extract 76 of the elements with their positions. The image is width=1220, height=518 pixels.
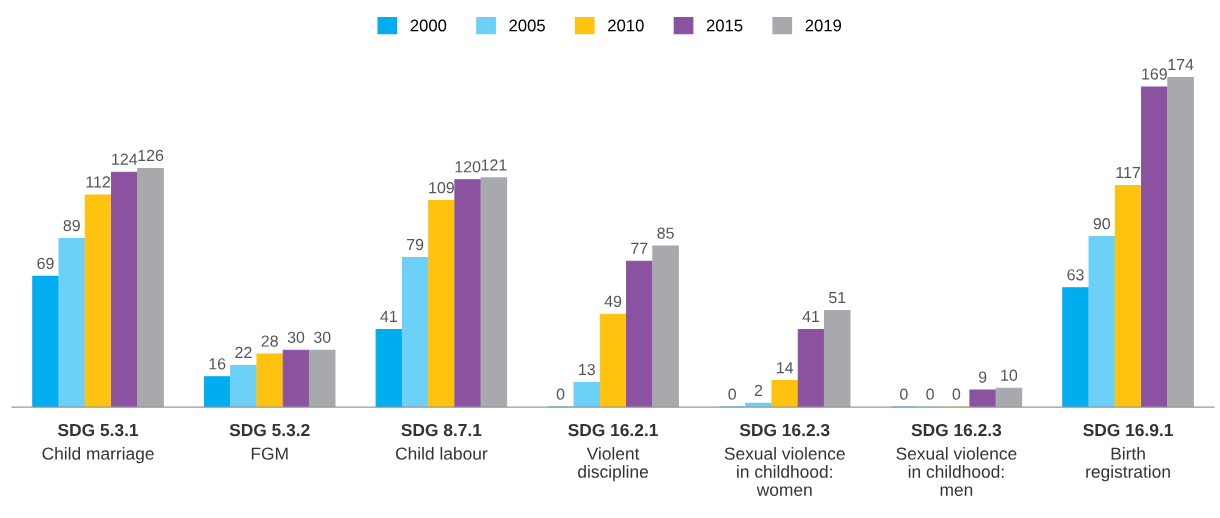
bar xyxy=(256,353,283,408)
data-label: 109 xyxy=(429,182,454,194)
bar xyxy=(1114,184,1142,408)
bar xyxy=(111,171,138,408)
bar xyxy=(58,237,86,408)
data-label: 41 xyxy=(802,311,820,322)
data-label: 69 xyxy=(37,257,54,270)
data-label: 22 xyxy=(235,346,252,358)
bar xyxy=(1062,287,1089,408)
legend-label: 2015 xyxy=(706,19,743,32)
bar xyxy=(1167,76,1194,408)
bar xyxy=(454,179,481,408)
legend-label: 2019 xyxy=(805,19,842,32)
data-label: 174 xyxy=(1168,59,1194,71)
data-label: 0 xyxy=(926,388,934,400)
data-label: 112 xyxy=(86,176,110,188)
bar xyxy=(137,167,164,408)
data-label: 63 xyxy=(1067,269,1084,281)
bar xyxy=(626,260,653,408)
data-label: 0 xyxy=(900,388,908,400)
bar xyxy=(1141,86,1168,408)
bar xyxy=(823,309,851,408)
data-label: 121 xyxy=(481,159,507,171)
data-label: 124 xyxy=(112,153,138,165)
data-label: 14 xyxy=(777,362,794,374)
data-label: 89 xyxy=(63,219,80,232)
data-label: 16 xyxy=(209,358,226,370)
data-label: 49 xyxy=(604,295,622,307)
data-label: 30 xyxy=(287,331,305,343)
data-label: 9 xyxy=(978,371,987,383)
data-label: 85 xyxy=(657,227,674,239)
bar xyxy=(308,349,336,408)
legend-label: 2000 xyxy=(410,19,447,32)
data-label: 0 xyxy=(728,388,737,400)
data-label: 0 xyxy=(556,388,565,400)
bar xyxy=(428,200,455,408)
data-label: 120 xyxy=(455,161,481,173)
bar xyxy=(32,275,59,408)
bar xyxy=(375,328,403,408)
data-label: 13 xyxy=(579,363,595,376)
data-label: 2 xyxy=(754,384,763,396)
bar xyxy=(969,389,996,408)
x-tick-label: SDG 8.7.1 Child labour xyxy=(395,423,488,460)
bar xyxy=(282,349,310,408)
bar xyxy=(797,328,825,408)
data-label: 79 xyxy=(407,238,424,251)
bar xyxy=(203,376,231,408)
data-label: 28 xyxy=(261,335,278,347)
bar xyxy=(771,380,798,408)
x-tick-label: SDG 5.3.2 FGM xyxy=(229,423,310,460)
data-label: 0 xyxy=(952,388,961,400)
x-tick-label: SDG 16.2.3 Sexual violence in childhood: women xyxy=(724,423,845,496)
x-tick-label: SDG 5.3.1 Child marriage xyxy=(42,423,154,464)
x-tick-label: SDG 16.9.1 Birth registration xyxy=(1083,423,1173,482)
bar xyxy=(1088,236,1116,408)
data-label: 126 xyxy=(138,149,164,162)
bar xyxy=(573,381,601,408)
data-label: 117 xyxy=(1116,167,1140,179)
bar xyxy=(599,313,627,408)
data-label: 41 xyxy=(380,311,397,322)
data-label: 169 xyxy=(1142,68,1167,80)
data-label: 90 xyxy=(1093,218,1111,230)
data-label: 10 xyxy=(1001,369,1018,381)
legend-label: 2010 xyxy=(608,19,644,32)
bar xyxy=(230,364,257,408)
legend-label: 2005 xyxy=(509,19,545,32)
data-label: 77 xyxy=(631,242,648,254)
bar xyxy=(652,245,679,408)
x-tick-label: SDG 16.2.3 Sexual violence in childhood: men xyxy=(896,423,1017,496)
data-label: 51 xyxy=(829,292,846,304)
x-tick-label: SDG 16.2.1 Violent discipline xyxy=(568,423,658,482)
bar xyxy=(995,387,1023,408)
bar xyxy=(401,256,429,408)
bar xyxy=(84,194,112,408)
data-label: 30 xyxy=(313,331,331,343)
bar xyxy=(480,177,508,408)
